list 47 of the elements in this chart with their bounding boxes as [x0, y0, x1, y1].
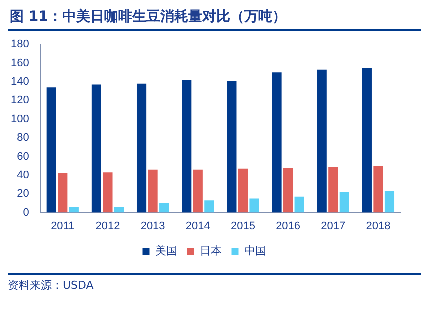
bar: [204, 200, 214, 213]
y-tick-label: 180: [10, 38, 30, 51]
x-tick-label: 2016: [276, 220, 301, 232]
bar: [340, 192, 350, 213]
bar: [227, 81, 237, 213]
x-tick-label: 2017: [321, 220, 346, 232]
text: 资料来源：USDA: [8, 278, 95, 293]
bar: [103, 172, 113, 213]
legend-label: 中国: [244, 244, 266, 258]
bar: [374, 166, 384, 213]
bar: [182, 80, 192, 213]
legend-label: 美国: [155, 244, 178, 258]
y-tick-label: 20: [17, 188, 30, 200]
bar: [238, 168, 248, 213]
bar: [160, 203, 170, 213]
bar: [46, 88, 56, 213]
y-tick-label: 160: [10, 57, 30, 70]
bar: [328, 167, 338, 213]
bar: [272, 72, 282, 213]
legend-label: 日本: [200, 244, 222, 258]
x-tick-label: 2015: [230, 220, 256, 232]
bar: [114, 207, 124, 213]
x-tick-label: 2014: [186, 220, 210, 232]
y-tick-label: 100: [10, 113, 30, 126]
y-tick-label: 120: [10, 94, 30, 107]
y-tick-label: 40: [17, 169, 30, 182]
bar: [317, 70, 327, 213]
y-tick-label: 60: [17, 150, 30, 163]
bar: [193, 170, 203, 213]
bar: [384, 191, 395, 213]
y-tick-label: 140: [10, 76, 30, 88]
bar: [284, 168, 294, 213]
bar: [250, 198, 260, 213]
chart-title: 图 11：中美日咖啡生豆消耗量对比（万吨）: [9, 8, 288, 26]
bar: [136, 84, 147, 213]
y-tick-label: 0: [23, 206, 30, 219]
y-tick-label: 80: [17, 132, 30, 144]
bar: [148, 170, 158, 213]
bar: [92, 84, 102, 213]
x-tick-label: 2013: [140, 220, 166, 232]
bar: [58, 174, 68, 213]
bar: [362, 68, 372, 213]
bar: [294, 196, 304, 213]
bar: [69, 207, 79, 213]
x-tick-label: 2011: [51, 220, 75, 232]
x-tick-label: 2018: [366, 220, 391, 232]
x-tick-label: 2012: [96, 220, 120, 232]
